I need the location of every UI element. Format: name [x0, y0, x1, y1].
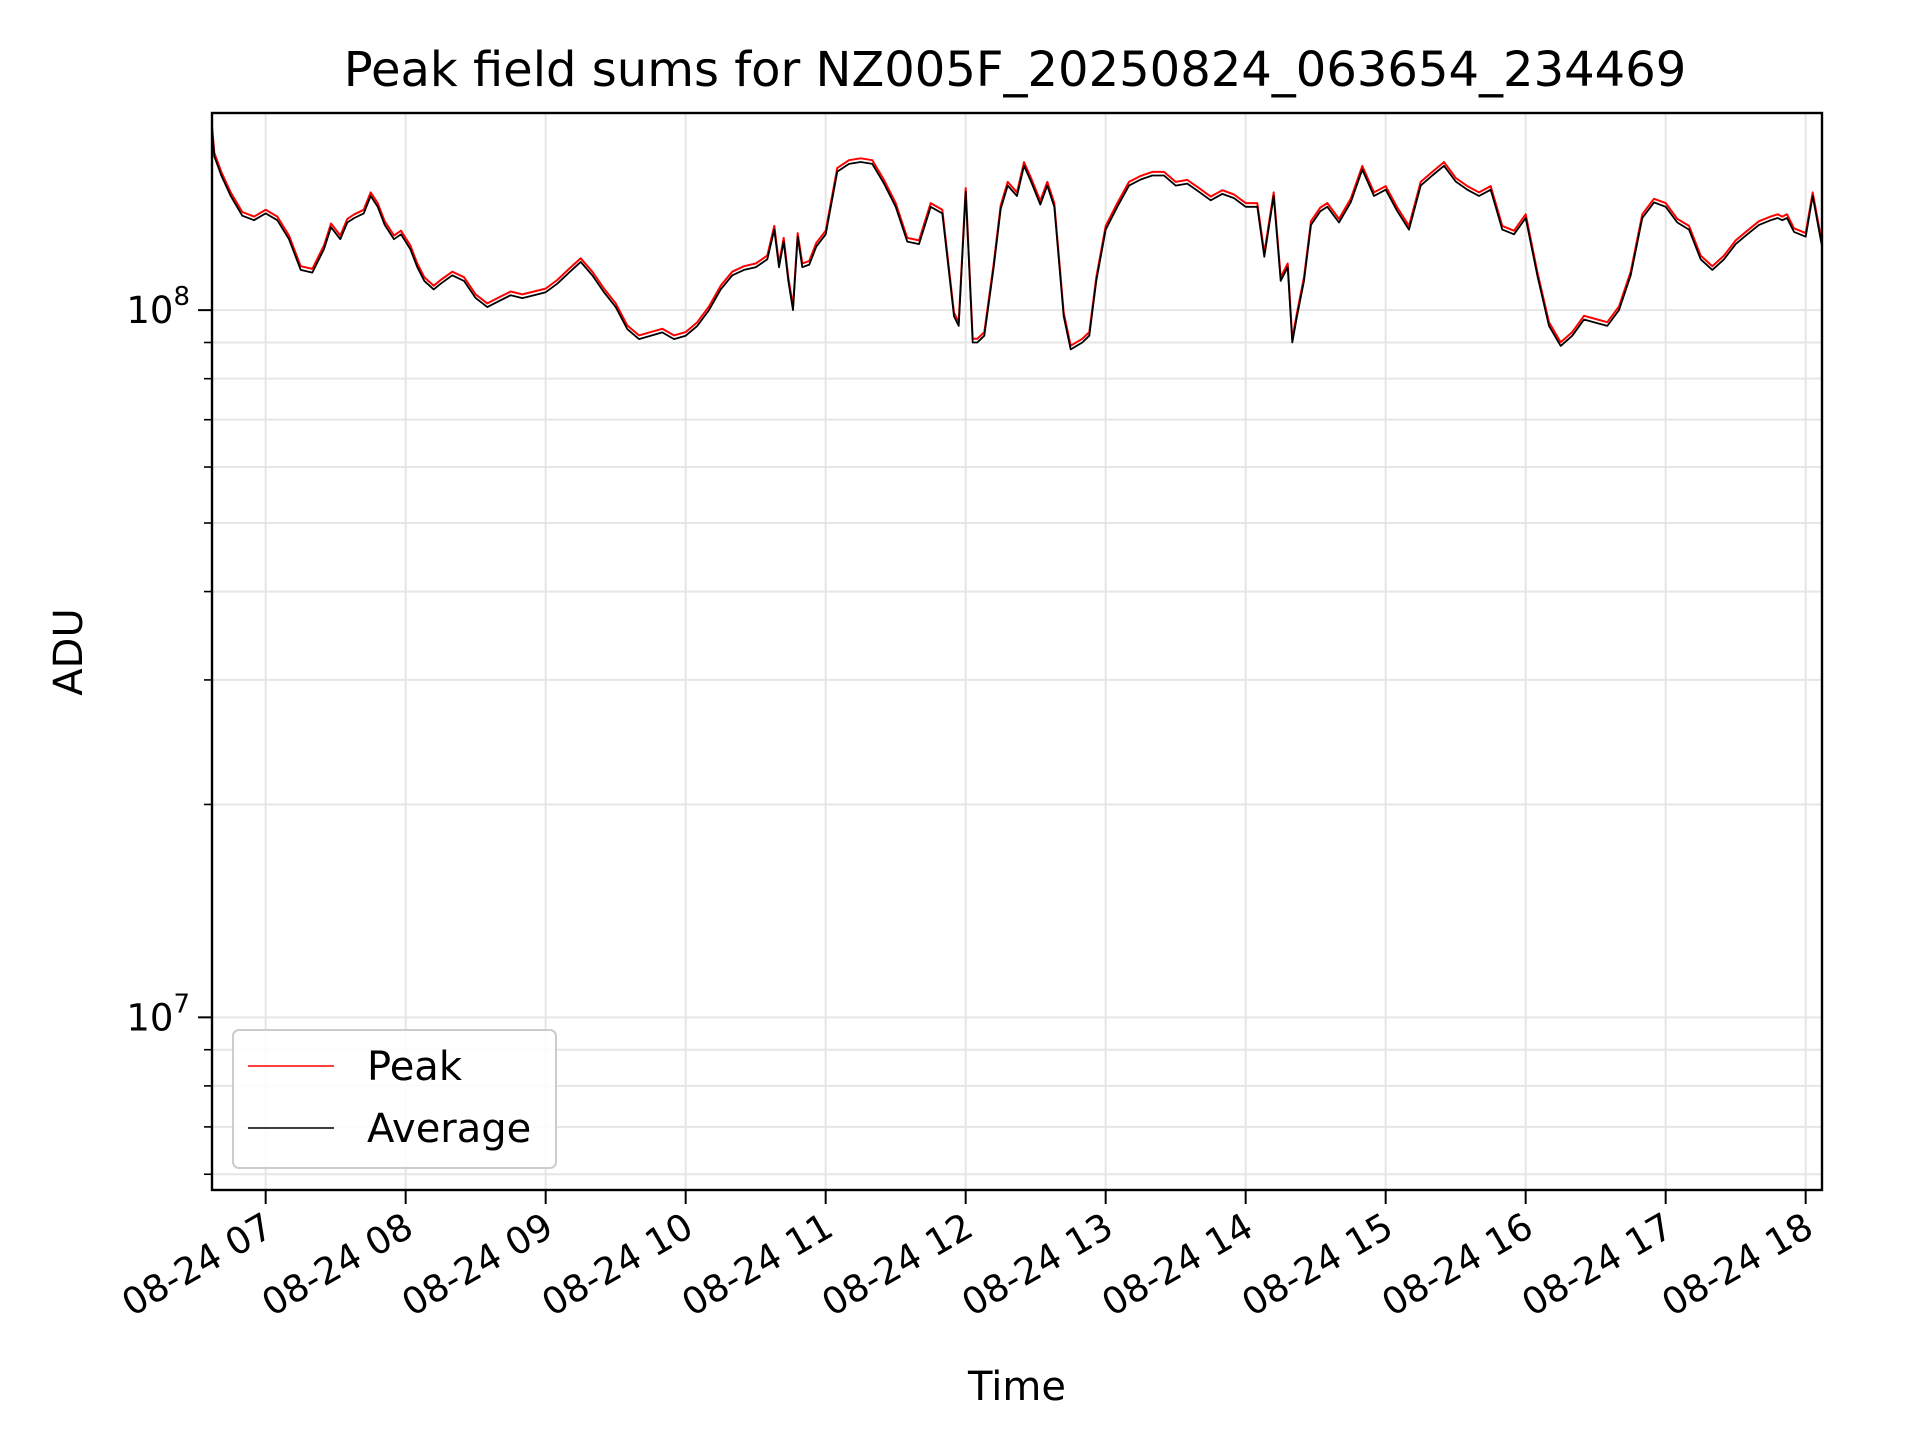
series-line-average	[212, 129, 1822, 351]
x-tick-label: 08-24 17	[1515, 1205, 1681, 1325]
x-tick-label: 08-24 18	[1655, 1205, 1821, 1325]
plot-frame	[210, 111, 1824, 1192]
x-tick-label: 08-24 12	[815, 1205, 981, 1325]
x-tick-label: 08-24 08	[255, 1205, 421, 1325]
x-axis-label: Time	[967, 1364, 1066, 1410]
legend: Peak Average	[232, 1029, 557, 1169]
x-tick-label: 08-24 15	[1235, 1205, 1401, 1325]
x-tick-label: 08-24 10	[535, 1205, 701, 1325]
x-tick-label: 08-24 11	[675, 1205, 841, 1325]
series-layer	[212, 125, 1822, 351]
y-axis: 107 108	[126, 282, 212, 1176]
grid	[212, 113, 1822, 1190]
x-tick-label: 08-24 13	[955, 1205, 1121, 1325]
series-line-peak	[212, 125, 1822, 347]
legend-average-label: Average	[367, 1106, 531, 1152]
legend-frame	[232, 1029, 557, 1169]
chart-title: Peak field sums for NZ005F_20250824_0636…	[344, 42, 1687, 98]
legend-peak-label: Peak	[367, 1044, 463, 1090]
x-tick-label: 08-24 07	[115, 1205, 281, 1325]
y-tick-label: 107	[126, 989, 190, 1039]
x-tick-label: 08-24 09	[395, 1205, 561, 1325]
x-tick-label: 08-24 14	[1095, 1205, 1261, 1325]
y-axis-label: ADU	[46, 608, 92, 695]
x-tick-label: 08-24 16	[1375, 1205, 1541, 1325]
y-tick-label: 108	[126, 282, 190, 332]
